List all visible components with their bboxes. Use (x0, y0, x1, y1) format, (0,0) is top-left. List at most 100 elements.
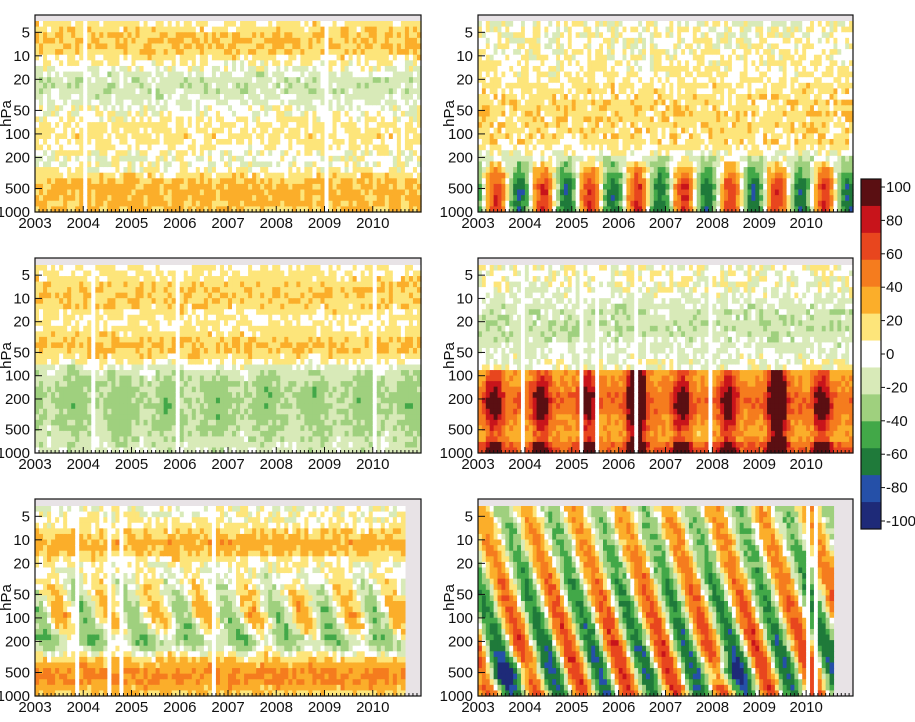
heatmap-cell (123, 150, 128, 156)
heatmap-cell (276, 27, 281, 33)
heatmap-cell (288, 161, 293, 167)
heatmap-cell (59, 201, 64, 207)
heatmap-cell (148, 195, 153, 201)
heatmap-cell (196, 60, 201, 66)
heatmap-cell (361, 100, 366, 106)
heatmap-cell (521, 77, 526, 83)
heatmap-cell (513, 201, 518, 207)
heatmap-cell (564, 105, 569, 111)
heatmap-cell (513, 150, 518, 156)
heatmap-cell (59, 111, 64, 117)
heatmap-cell (71, 66, 76, 72)
heatmap-cell (268, 21, 273, 27)
heatmap-cell (99, 27, 104, 33)
heatmap-cell (300, 88, 305, 94)
heatmap-cell (63, 32, 68, 38)
heatmap-cell (556, 38, 561, 44)
heatmap-cell (377, 117, 382, 123)
heatmap-cell (228, 105, 233, 111)
heatmap-cell (83, 173, 88, 179)
heatmap-cell (103, 156, 108, 162)
heatmap-cell (623, 190, 628, 196)
heatmap-cell (172, 60, 177, 66)
heatmap-cell (603, 100, 608, 106)
heatmap-cell (200, 55, 205, 61)
heatmap-cell (284, 150, 289, 156)
heatmap-cell (59, 156, 64, 162)
heatmap-cell (377, 83, 382, 89)
heatmap-cell (144, 105, 149, 111)
heatmap-cell (95, 122, 100, 128)
heatmap-cell (599, 88, 604, 94)
heatmap-cell (486, 156, 491, 162)
heatmap-cell (611, 201, 616, 207)
heatmap-cell (537, 117, 542, 123)
heatmap-cell (413, 105, 418, 111)
heatmap-cell (556, 139, 561, 145)
heatmap-cell (638, 195, 643, 201)
heatmap-cell (236, 27, 241, 33)
heatmap-cell (572, 105, 577, 111)
heatmap-cell (642, 72, 647, 78)
heatmap-cell (626, 21, 631, 27)
heatmap-cell (200, 184, 205, 190)
heatmap-cell (638, 77, 643, 83)
heatmap-cell (568, 161, 573, 167)
heatmap-cell (365, 55, 370, 61)
y-tick-label: 20 (13, 71, 30, 88)
heatmap-cell (123, 161, 128, 167)
heatmap-cell (537, 94, 542, 100)
heatmap-cell (365, 111, 370, 117)
heatmap-cell (200, 128, 205, 134)
heatmap-cell (204, 111, 209, 117)
heatmap-cell (152, 94, 157, 100)
heatmap-cell (127, 139, 132, 145)
heatmap-cell (119, 139, 124, 145)
heatmap-cell (548, 55, 553, 61)
heatmap-cell (638, 21, 643, 27)
heatmap-cell (654, 117, 659, 123)
heatmap-cell (236, 43, 241, 49)
heatmap-cell (498, 43, 503, 49)
heatmap-cell (501, 88, 506, 94)
heatmap-cell (148, 88, 153, 94)
heatmap-cell (623, 49, 628, 55)
heatmap-cell (658, 94, 663, 100)
heatmap-cell (501, 60, 506, 66)
heatmap-cell (83, 55, 88, 61)
heatmap-cell (349, 195, 354, 201)
heatmap-cell (337, 128, 342, 134)
heatmap-cell (127, 100, 132, 106)
heatmap-cell (654, 88, 659, 94)
heatmap-cell (140, 38, 145, 44)
heatmap-cell (59, 105, 64, 111)
heatmap-cell (59, 72, 64, 78)
heatmap-cell (228, 133, 233, 139)
heatmap-cell (345, 190, 350, 196)
heatmap-cell (572, 139, 577, 145)
heatmap-cell (164, 94, 169, 100)
heatmap-cell (587, 83, 592, 89)
heatmap-cell (240, 156, 245, 162)
heatmap-cell (385, 195, 390, 201)
heatmap-cell (83, 100, 88, 106)
heatmap-cell (168, 27, 173, 33)
heatmap-cell (365, 117, 370, 123)
heatmap-cell (385, 190, 390, 196)
heatmap-cell (634, 190, 639, 196)
heatmap-cell (152, 27, 157, 33)
heatmap-cell (564, 94, 569, 100)
heatmap-cell (654, 72, 659, 78)
heatmap-cell (260, 21, 265, 27)
heatmap-cell (276, 38, 281, 44)
heatmap-cell (216, 122, 221, 128)
heatmap-cell (103, 145, 108, 151)
heatmap-cell (393, 60, 398, 66)
heatmap-cell (619, 32, 624, 38)
heatmap-cell (658, 195, 663, 201)
heatmap-cell (337, 88, 342, 94)
heatmap-cell (580, 111, 585, 117)
heatmap-cell (107, 178, 112, 184)
heatmap-cell (505, 27, 510, 33)
heatmap-cell (35, 117, 40, 123)
